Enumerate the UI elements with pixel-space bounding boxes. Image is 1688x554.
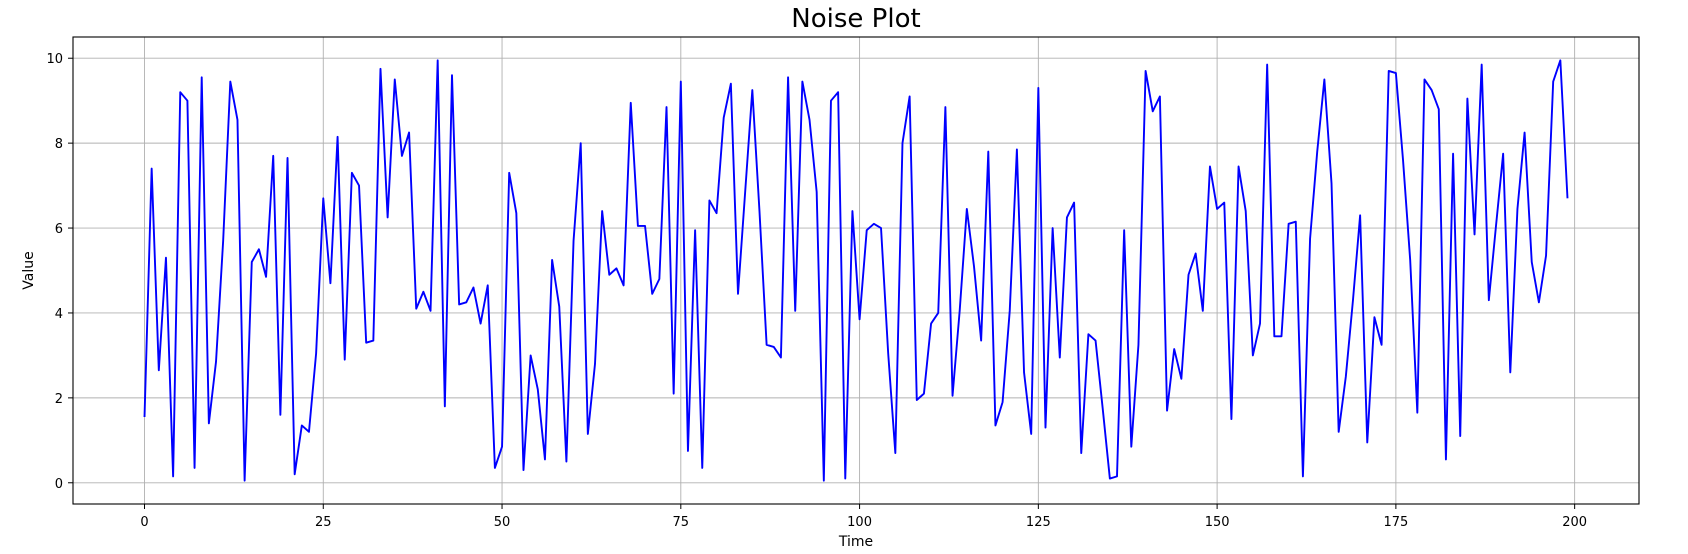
series-line	[143, 59, 1569, 482]
chart-title: Noise Plot	[791, 4, 920, 34]
x-tick-label: 125	[1026, 515, 1051, 530]
plot-frame	[72, 36, 1640, 505]
x-tick-label: 200	[1562, 515, 1587, 530]
y-tick-label: 0	[55, 477, 63, 492]
y-axis-label: Value	[21, 251, 37, 289]
x-tick-label: 150	[1205, 515, 1230, 530]
line-layer	[143, 59, 1569, 482]
y-tick-label: 6	[55, 222, 63, 237]
x-tick-label: 50	[494, 515, 511, 530]
y-tick-label: 4	[55, 307, 63, 322]
x-tick-label: 100	[847, 515, 872, 530]
y-tick-label: 2	[55, 392, 63, 407]
x-tick-label: 25	[315, 515, 332, 530]
x-tick-label: 75	[673, 515, 690, 530]
y-tick-label: 10	[46, 52, 63, 67]
x-axis-label: Time	[838, 534, 873, 550]
x-tick-label: 0	[140, 515, 148, 530]
x-tick-label: 175	[1383, 515, 1408, 530]
y-tick-label: 8	[55, 137, 63, 152]
tick-layer: 0 25 50 75 100 125 150 175 200 0 2 4 6 8 10	[46, 52, 1587, 530]
